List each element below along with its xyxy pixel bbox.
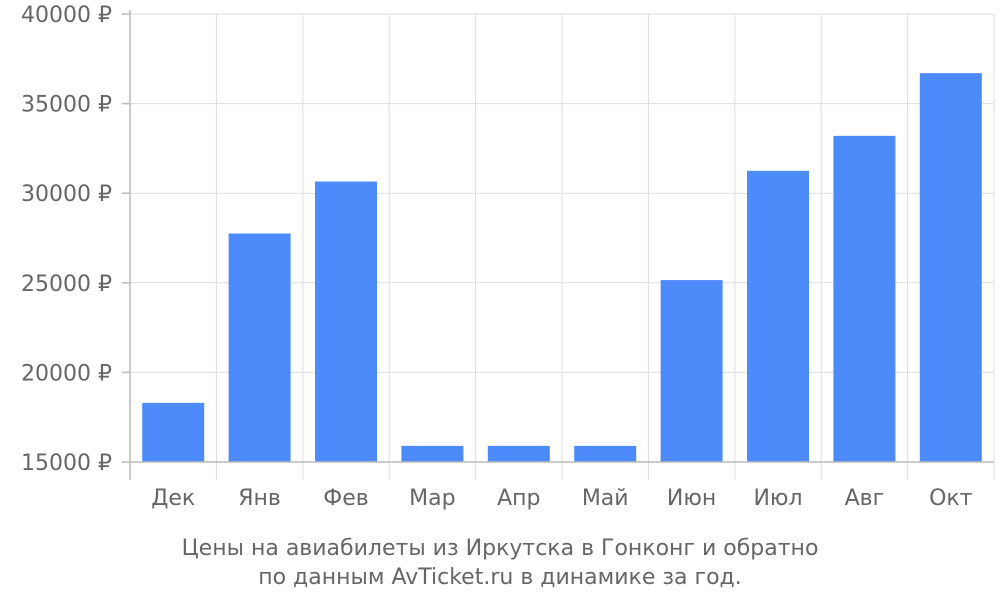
x-tick-label: Апр xyxy=(497,486,540,511)
caption-line-2: по данным AvTicket.ru в динамике за год. xyxy=(258,565,742,590)
y-tick-label: 15000 ₽ xyxy=(21,451,112,476)
y-tick-label: 40000 ₽ xyxy=(21,3,112,28)
bars xyxy=(142,73,982,463)
bar xyxy=(228,233,291,462)
y-tick-label: 30000 ₽ xyxy=(21,182,112,207)
bar xyxy=(660,280,723,462)
bar xyxy=(574,445,637,462)
y-tick-label: 20000 ₽ xyxy=(21,361,112,386)
bar xyxy=(401,445,464,462)
x-tick-label: Май xyxy=(582,486,629,511)
x-tick-label: Окт xyxy=(929,486,973,511)
y-tick-label: 25000 ₽ xyxy=(21,272,112,297)
axes xyxy=(122,10,994,480)
x-tick-label: Июл xyxy=(753,486,802,511)
bar xyxy=(487,445,550,462)
grid xyxy=(129,13,995,480)
bar xyxy=(315,181,377,462)
x-tick-label: Авг xyxy=(845,486,885,511)
x-tick-label: Июн xyxy=(667,486,716,511)
x-tick-label: Дек xyxy=(151,486,195,511)
bar xyxy=(833,135,896,462)
x-tick-label: Янв xyxy=(238,486,281,511)
x-tick-label: Фев xyxy=(323,486,368,511)
bar xyxy=(747,170,809,463)
bar xyxy=(919,73,982,463)
y-tick-label: 35000 ₽ xyxy=(21,93,112,118)
caption-line-1: Цены на авиабилеты из Иркутска в Гонконг… xyxy=(182,536,819,561)
bar xyxy=(142,402,205,462)
chart-caption: Цены на авиабилеты из Иркутска в Гонконг… xyxy=(182,536,819,590)
x-tick-label: Мар xyxy=(409,486,455,511)
tick-labels: 15000 ₽ 20000 ₽ 25000 ₽ 30000 ₽ 35000 ₽ 40000… xyxy=(21,3,973,511)
